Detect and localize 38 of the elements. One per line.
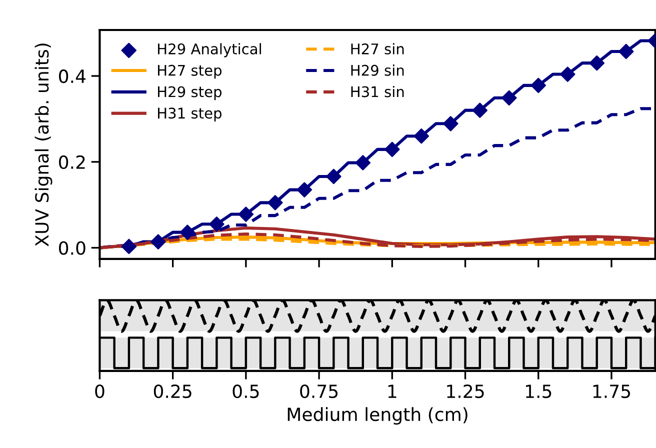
point xyxy=(121,238,137,254)
y-axis-title: XUV Signal (arb. units) xyxy=(34,44,52,246)
y-tick-label: 0.4 xyxy=(58,69,86,84)
point xyxy=(180,224,196,240)
x-tick-label: 1.75 xyxy=(593,384,630,398)
point xyxy=(238,206,254,222)
point xyxy=(355,155,371,170)
x-tick-label: 1.25 xyxy=(447,384,484,398)
x-tick-label: 0.5 xyxy=(232,384,259,398)
point xyxy=(472,102,488,118)
legend-label: H29 Analytical xyxy=(158,43,261,58)
point xyxy=(326,168,342,184)
point xyxy=(150,234,166,250)
point xyxy=(443,116,458,132)
legend-label: H27 sin xyxy=(351,43,404,54)
point xyxy=(209,216,224,232)
x-tick-label: 0.75 xyxy=(300,384,338,398)
legend-label: H31 sin xyxy=(351,86,404,98)
x-tick-label: 0.25 xyxy=(154,384,192,398)
point xyxy=(618,44,634,60)
point xyxy=(296,182,312,198)
point xyxy=(589,55,604,71)
legend-label: H31 step xyxy=(158,108,222,122)
y-tick-label: 0.0 xyxy=(58,241,86,255)
point xyxy=(560,66,576,82)
point xyxy=(501,90,517,106)
y-tick-label: 0.2 xyxy=(58,155,85,169)
legend-label: H29 step xyxy=(158,86,222,100)
point xyxy=(268,195,283,210)
legend-label: H29 sin xyxy=(351,64,404,76)
x-axis-title: Medium length (cm) xyxy=(288,407,468,425)
x-tick-label: 1.5 xyxy=(526,384,552,398)
point xyxy=(414,128,430,144)
legend-label: H27 step xyxy=(158,64,222,79)
point xyxy=(530,78,546,94)
x-tick-label: 1 xyxy=(388,384,396,398)
point xyxy=(384,142,400,158)
x-tick-label: 0 xyxy=(95,384,104,398)
